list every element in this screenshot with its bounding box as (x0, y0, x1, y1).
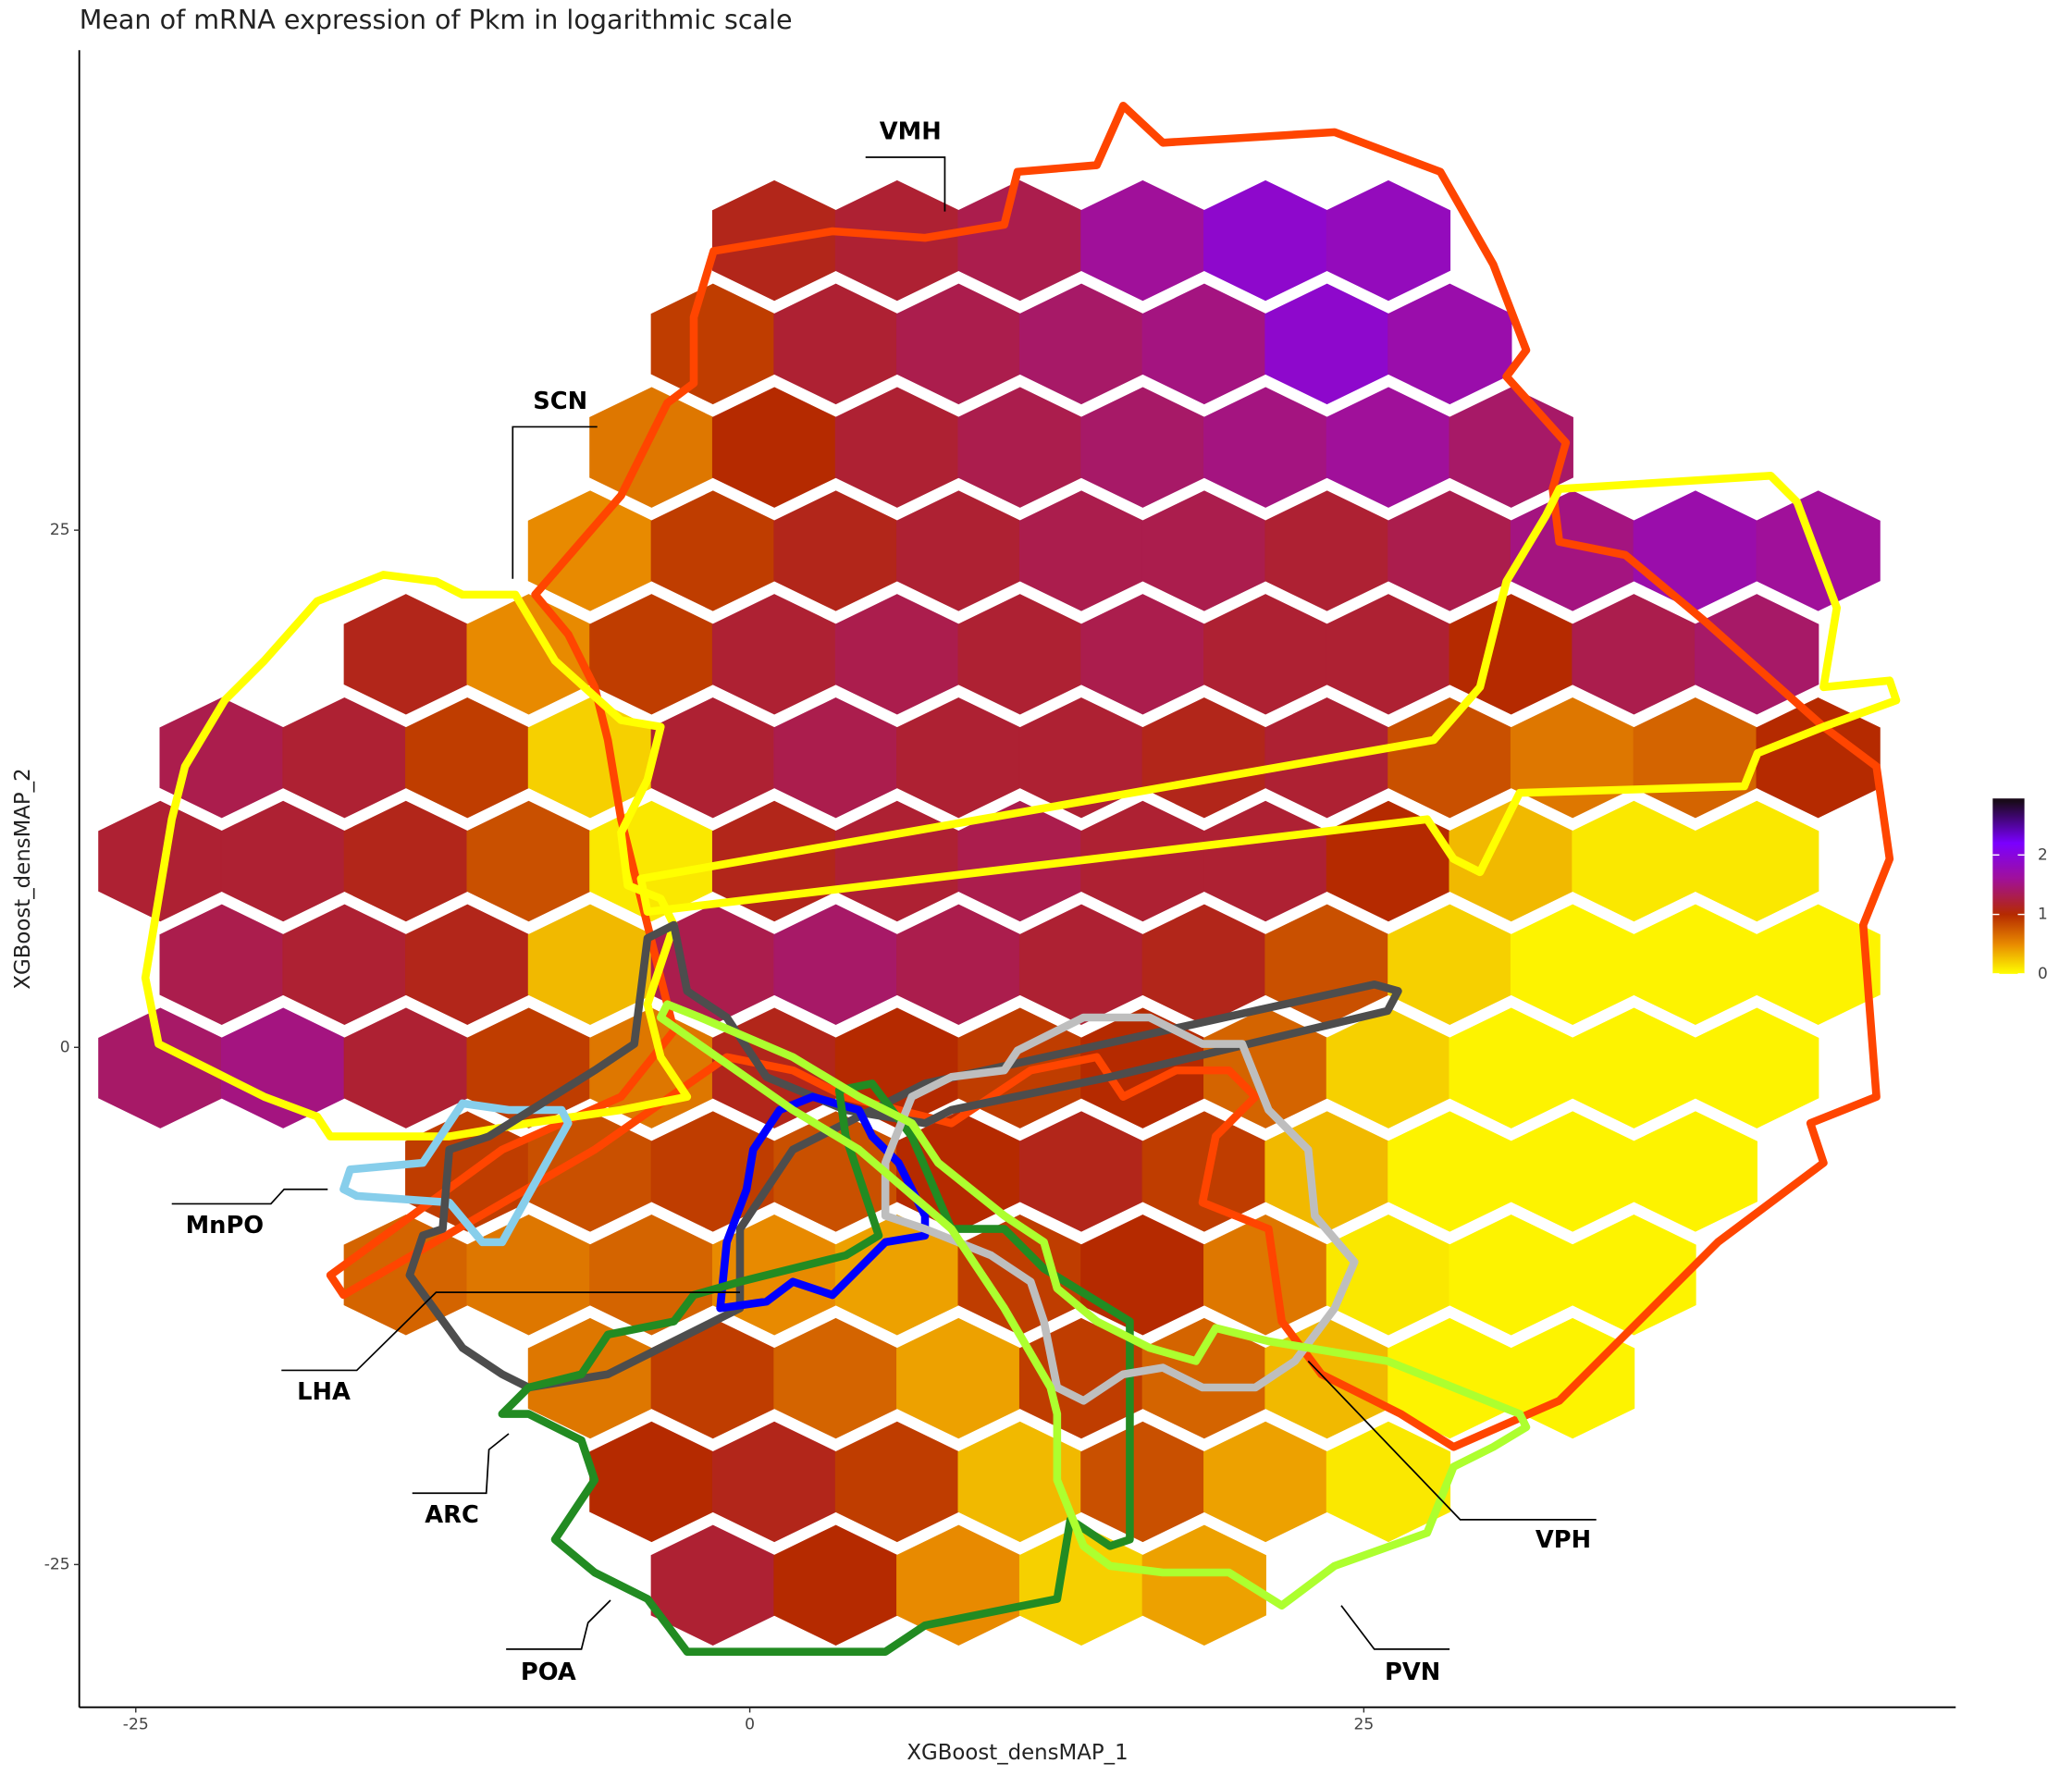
leader-line (281, 1291, 740, 1372)
hex-cell (1756, 904, 1881, 1025)
hex-cell (1326, 1421, 1451, 1543)
region-outline (339, 1099, 573, 1247)
y-tick-label: -25 (44, 1555, 70, 1573)
leader-line (865, 156, 946, 212)
hex-cell (1572, 1215, 1696, 1336)
region-outline (326, 102, 1894, 1451)
x-tick-label: -25 (123, 1715, 149, 1733)
colorbar-tick-label: 1 (2038, 906, 2048, 924)
region-outlines (141, 102, 1901, 1656)
region-label: POA (521, 1659, 576, 1686)
region-labels: VMH SCN MnPO LHA ARC POA VPH PVN (171, 117, 1597, 1686)
region-outline (636, 472, 1901, 917)
leader-line (506, 1599, 611, 1650)
region-label: PVN (1385, 1659, 1440, 1686)
chart-title: Mean of mRNA expression of Pkm in logari… (80, 4, 793, 35)
region-label: LHA (297, 1378, 351, 1406)
colorbar-tick-label: 0 (2038, 965, 2048, 983)
colorbar (1992, 798, 2025, 974)
leader-line (512, 426, 598, 579)
region-outline (405, 920, 1402, 1392)
region-label: VMH (880, 117, 942, 145)
hex-cell (1141, 1524, 1266, 1646)
colorbar-tick-label: 2 (2038, 845, 2048, 864)
region-label: MnPO (186, 1212, 265, 1240)
hex-cell (1695, 800, 1819, 922)
leader-line (1307, 1360, 1597, 1521)
leader-line (1340, 1605, 1450, 1650)
y-axis-title: XGBoost_densMAP_2 (11, 768, 35, 989)
leader-line (412, 1433, 510, 1495)
x-tick-label: 0 (745, 1715, 755, 1733)
hex-cell (1695, 1007, 1819, 1128)
x-axis-title: XGBoost_densMAP_1 (906, 1741, 1128, 1765)
leader-line (171, 1188, 328, 1205)
hex-cell (1756, 697, 1881, 819)
region-outline (141, 571, 692, 1141)
hex-layer (98, 179, 1881, 1646)
region-outline (657, 1000, 1531, 1610)
x-tick-label: 25 (1353, 1715, 1374, 1733)
hex-cell (1326, 179, 1451, 302)
region-outline (881, 1013, 1359, 1405)
hex-cell (1633, 1111, 1758, 1232)
region-label: ARC (425, 1501, 479, 1529)
y-tick-label: 0 (60, 1038, 70, 1056)
hex-cell (1695, 594, 1819, 715)
y-tick-label: 25 (50, 521, 70, 539)
region-outline (716, 1092, 930, 1313)
region-label: VPH (1536, 1526, 1591, 1554)
region-label: SCN (533, 388, 587, 415)
